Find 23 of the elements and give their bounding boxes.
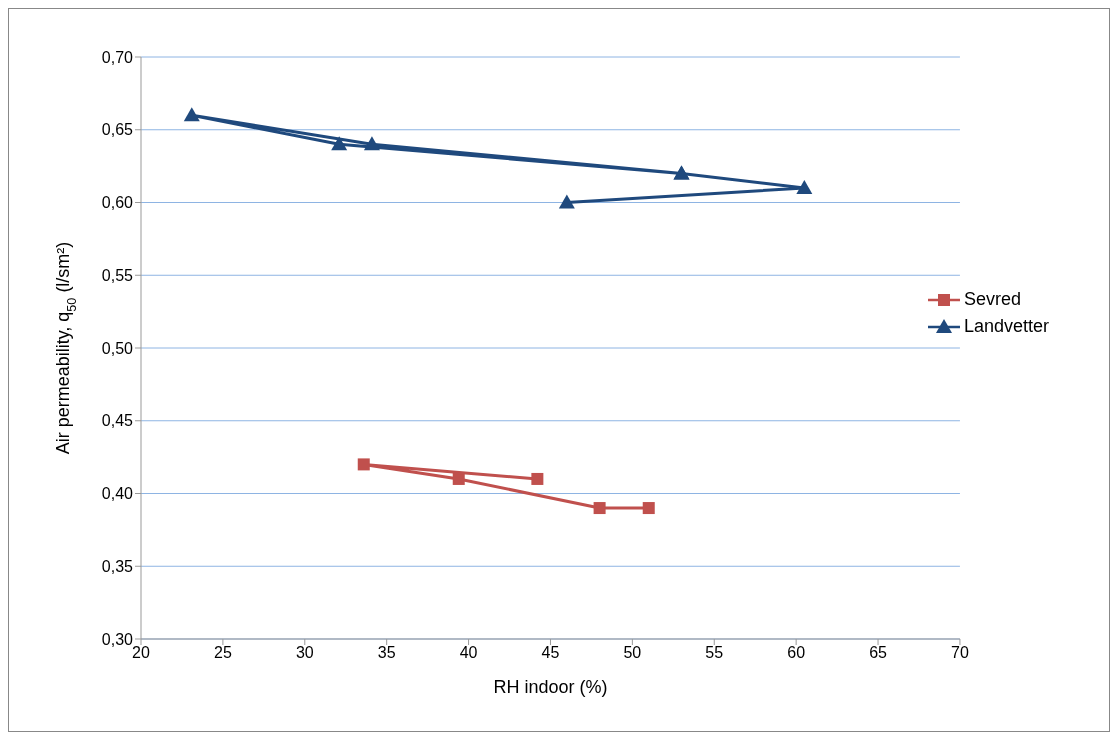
- y-tick-label: 0,55: [101, 266, 134, 284]
- x-tick-label: 45: [541, 644, 560, 662]
- x-tick-label: 35: [377, 644, 396, 662]
- x-tick-label: 30: [295, 644, 314, 662]
- x-tick-label: 70: [951, 644, 969, 662]
- x-tick-label: 65: [869, 644, 888, 662]
- x-tick-label: 40: [459, 644, 478, 662]
- legend-label: Landvetter: [963, 316, 1049, 337]
- x-axis-title: RH indoor (%): [493, 677, 608, 697]
- y-tick-label: 0,50: [101, 339, 134, 357]
- x-tick-label: 60: [787, 644, 806, 662]
- y-tick-label: 0,65: [101, 121, 134, 139]
- legend-label: Sevred: [963, 289, 1021, 310]
- y-tick-label: 0,70: [101, 48, 134, 66]
- y-tick-label: 0,35: [101, 557, 134, 575]
- y-tick-label: 0,60: [101, 194, 134, 212]
- y-tick-label: 0,30: [101, 630, 134, 648]
- y-tick-label: 0,45: [101, 412, 134, 430]
- x-tick-label: 20: [132, 644, 150, 662]
- x-tick-label: 50: [623, 644, 642, 662]
- y-tick-label: 0,40: [101, 485, 134, 503]
- x-tick-label: 55: [705, 644, 724, 662]
- x-tick-label: 25: [214, 644, 232, 662]
